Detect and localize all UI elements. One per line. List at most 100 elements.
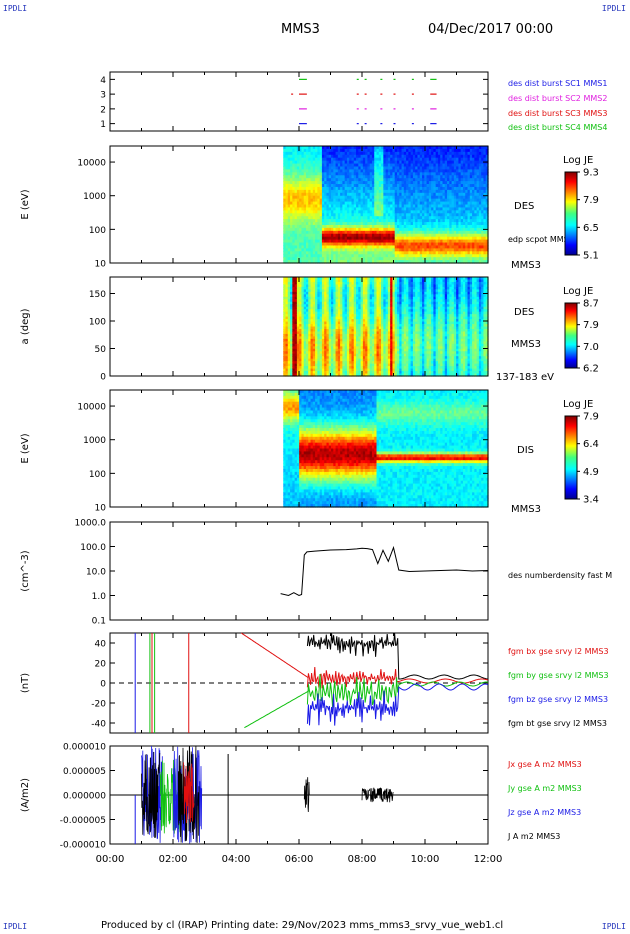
heatmap-cell bbox=[374, 175, 378, 179]
heatmap-cell bbox=[310, 363, 314, 367]
heatmap-cell bbox=[408, 227, 412, 232]
heatmap-cell bbox=[462, 233, 466, 238]
heatmap-cell bbox=[346, 151, 350, 156]
heatmap-cell bbox=[426, 192, 430, 197]
heatmap-cell bbox=[346, 242, 350, 247]
heatmap-cell bbox=[299, 281, 303, 286]
heatmap-cell bbox=[292, 321, 296, 325]
heatmap-cell bbox=[321, 373, 325, 377]
heatmap-cell bbox=[381, 148, 384, 153]
heatmap-cell bbox=[331, 314, 334, 318]
heatmap-cell bbox=[360, 204, 364, 209]
heatmap-cell bbox=[428, 184, 432, 188]
heatmap-cell bbox=[306, 146, 309, 150]
heatmap-cell bbox=[406, 242, 409, 247]
heatmap-cell bbox=[351, 169, 355, 173]
heatmap-cell bbox=[324, 154, 328, 159]
heatmap-cell bbox=[303, 213, 307, 217]
heatmap-cell bbox=[306, 189, 309, 194]
heatmap-cell bbox=[453, 189, 457, 194]
heatmap-cell bbox=[303, 366, 307, 370]
heatmap-cell bbox=[342, 338, 346, 342]
heatmap-cell bbox=[431, 163, 434, 168]
heatmap-cell bbox=[435, 146, 439, 150]
heatmap-cell bbox=[324, 178, 328, 182]
heatmap-cell bbox=[344, 257, 348, 261]
heatmap-cell bbox=[290, 181, 293, 185]
heatmap-cell bbox=[422, 166, 425, 170]
heatmap-cell bbox=[285, 291, 289, 295]
heatmap-cell bbox=[308, 154, 312, 159]
heatmap-cell bbox=[392, 154, 396, 159]
heatmap-cell bbox=[371, 181, 375, 185]
heatmap-cell bbox=[344, 181, 348, 185]
heatmap-cell bbox=[296, 279, 300, 283]
heatmap-cell bbox=[381, 195, 384, 200]
heatmap-cell bbox=[422, 169, 425, 173]
heatmap-cell bbox=[337, 279, 341, 283]
heatmap-cell bbox=[456, 169, 460, 173]
heatmap-cell bbox=[378, 257, 382, 261]
heatmap-cell bbox=[447, 201, 450, 206]
heatmap-cell bbox=[283, 213, 287, 217]
heatmap-cell bbox=[376, 160, 380, 165]
heatmap-cell bbox=[360, 224, 364, 229]
heatmap-cell bbox=[283, 254, 287, 258]
heatmap-cell bbox=[287, 219, 291, 223]
heatmap-cell bbox=[474, 175, 478, 179]
heatmap-cell bbox=[294, 358, 298, 362]
heatmap-cell bbox=[447, 151, 450, 156]
burst-legend-4: des dist burst SC4 MMS4 bbox=[508, 123, 607, 132]
heatmap-cell bbox=[328, 356, 332, 360]
heatmap-cell bbox=[449, 236, 453, 241]
heatmap-cell bbox=[324, 189, 328, 194]
heatmap-cell bbox=[321, 314, 325, 318]
heatmap-cell bbox=[433, 154, 437, 159]
heatmap-cell bbox=[290, 204, 293, 209]
heatmap-cell bbox=[283, 326, 287, 330]
heatmap-cell bbox=[474, 236, 478, 241]
heatmap-cell bbox=[299, 311, 303, 315]
heatmap-cell bbox=[321, 319, 325, 323]
heatmap-cell bbox=[351, 336, 355, 340]
heatmap-cell bbox=[342, 324, 346, 328]
heatmap-cell bbox=[299, 151, 303, 156]
heatmap-cell bbox=[346, 358, 350, 362]
heatmap-cell bbox=[437, 181, 441, 185]
heatmap-cell bbox=[321, 363, 325, 367]
heatmap-cell bbox=[342, 233, 346, 238]
heatmap-cell bbox=[387, 227, 391, 232]
heatmap-cell bbox=[317, 254, 321, 258]
heatmap-cell bbox=[449, 227, 453, 232]
heatmap-cell bbox=[481, 181, 485, 185]
heatmap-cell bbox=[369, 224, 373, 229]
heatmap-cell bbox=[292, 331, 296, 335]
heatmap-cell bbox=[408, 151, 412, 156]
heatmap-cell bbox=[306, 175, 309, 179]
heatmap-cell bbox=[335, 371, 339, 375]
heatmap-cell bbox=[412, 213, 416, 217]
heatmap-cell bbox=[353, 341, 357, 345]
heatmap-cell bbox=[319, 242, 323, 247]
heatmap-cell bbox=[390, 151, 394, 156]
heatmap-cell bbox=[319, 172, 323, 176]
heatmap-cell bbox=[465, 213, 469, 217]
heatmap-cell bbox=[315, 324, 318, 328]
heatmap-cell bbox=[349, 331, 353, 335]
heatmap-cell bbox=[312, 251, 316, 255]
heatmap-cell bbox=[324, 224, 328, 229]
heatmap-cell bbox=[319, 351, 323, 355]
heatmap-cell bbox=[367, 260, 371, 264]
heatmap-cell bbox=[467, 216, 471, 220]
heatmap-cell bbox=[292, 319, 296, 323]
heatmap-cell bbox=[326, 260, 330, 264]
heatmap-cell bbox=[337, 201, 341, 206]
heatmap-cell bbox=[387, 251, 391, 255]
heatmap-cell bbox=[308, 281, 312, 286]
heatmap-cell bbox=[412, 233, 416, 238]
heatmap-cell bbox=[437, 151, 441, 156]
heatmap-cell bbox=[317, 186, 321, 191]
heatmap-cell bbox=[340, 222, 343, 226]
heatmap-cell bbox=[340, 207, 343, 211]
heatmap-cell bbox=[451, 239, 455, 244]
